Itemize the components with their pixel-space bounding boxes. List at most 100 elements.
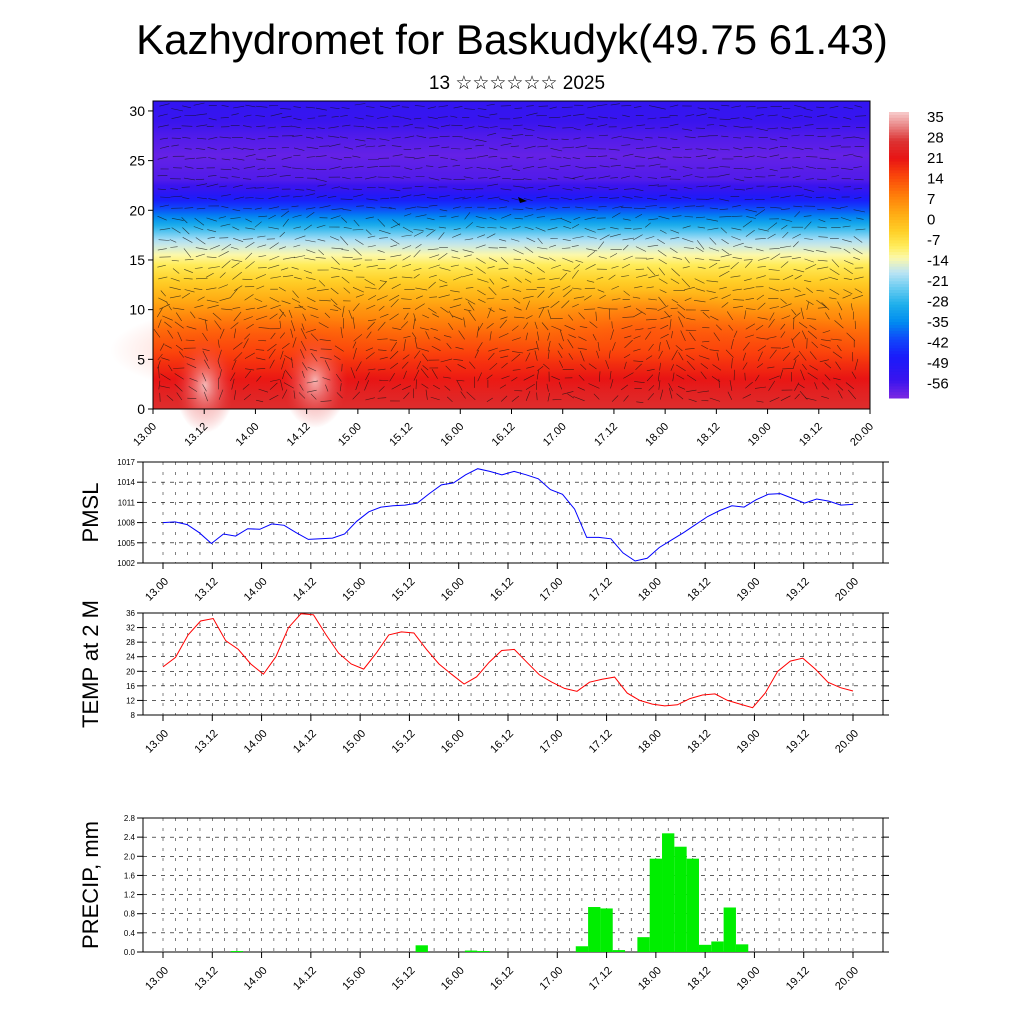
colorbar-swatch bbox=[889, 228, 909, 233]
colorbar-swatch bbox=[889, 260, 909, 265]
precip-x-label: 15.00 bbox=[340, 965, 368, 993]
colorbar-swatch bbox=[889, 287, 909, 291]
precip-x-label: 20.00 bbox=[833, 965, 861, 993]
pmsl-y-label: 1017 bbox=[117, 458, 135, 467]
colorbar-swatch bbox=[889, 301, 909, 306]
colorbar-swatch bbox=[889, 336, 909, 341]
colorbar-swatch bbox=[889, 211, 909, 215]
colorbar-swatch bbox=[889, 298, 909, 303]
temp-2m-x-label: 16.12 bbox=[488, 728, 516, 756]
colorbar-swatch bbox=[889, 190, 909, 195]
colorbar-label: -21 bbox=[927, 273, 949, 290]
colorbar-swatch bbox=[889, 199, 909, 203]
temp-2m-y-label: 16 bbox=[126, 682, 135, 691]
colorbar-swatch bbox=[889, 123, 909, 128]
temp-2m-x-label: 15.00 bbox=[340, 728, 368, 756]
colorbar-swatch bbox=[889, 284, 909, 288]
precip-x-label: 13.12 bbox=[192, 965, 220, 993]
precip-bar bbox=[662, 833, 675, 952]
precip-x-label: 19.00 bbox=[735, 965, 763, 993]
wind-vectors bbox=[153, 102, 867, 403]
precip-y-label: 0.4 bbox=[124, 929, 136, 938]
precip-bar bbox=[600, 908, 613, 952]
temp-2m-x-label: 18.12 bbox=[685, 728, 713, 756]
cross-section-x-label: 17.12 bbox=[592, 421, 620, 449]
colorbar-swatch bbox=[889, 330, 909, 335]
pmsl-x-label: 15.12 bbox=[390, 576, 418, 604]
colorbar-swatch bbox=[889, 362, 909, 367]
temp-2m-y-label: 20 bbox=[126, 667, 135, 676]
precip-y-label: 2.0 bbox=[124, 852, 136, 861]
cross-section-x-label: 15.00 bbox=[336, 421, 364, 449]
precip-x-label: 17.12 bbox=[587, 965, 615, 993]
precip-x-label: 18.12 bbox=[685, 965, 713, 993]
precip-y-label: 1.6 bbox=[124, 871, 136, 880]
cross-section-x-label: 15.12 bbox=[387, 421, 415, 449]
colorbar-swatch bbox=[889, 307, 909, 311]
colorbar-swatch bbox=[889, 187, 909, 192]
pmsl-y-label: 1011 bbox=[118, 498, 136, 507]
colorbar-swatch bbox=[889, 266, 909, 271]
cross-section-y-label: 25 bbox=[129, 153, 145, 169]
cross-section-x-label: 17.00 bbox=[541, 421, 569, 449]
temp-2m-y-label: 12 bbox=[126, 696, 135, 705]
cross-section-y-label: 15 bbox=[129, 252, 145, 268]
pmsl-x-label: 15.00 bbox=[340, 576, 368, 604]
colorbar-swatch bbox=[889, 360, 909, 364]
colorbar-swatch bbox=[889, 176, 909, 180]
pmsl-x-label: 16.00 bbox=[439, 576, 467, 604]
colorbar-swatch bbox=[889, 392, 909, 396]
colorbar-swatch bbox=[889, 158, 909, 163]
colorbar-swatch bbox=[889, 184, 909, 189]
colorbar-swatch bbox=[889, 255, 909, 259]
colorbar-label: -56 bbox=[927, 376, 949, 393]
precip-bar bbox=[698, 944, 712, 952]
precip-y-label: 1.2 bbox=[124, 891, 136, 900]
precip-bar bbox=[649, 858, 663, 952]
colorbar-swatch bbox=[889, 325, 909, 329]
cross-section-x-label: 19.00 bbox=[746, 421, 774, 449]
cross-section-x-label: 14.00 bbox=[234, 421, 262, 449]
colorbar-swatch bbox=[889, 290, 909, 294]
pmsl-x-label: 18.12 bbox=[685, 576, 713, 604]
precip-x-label: 18.00 bbox=[636, 965, 664, 993]
colorbar-swatch bbox=[889, 126, 909, 131]
cross-section-x-label: 13.00 bbox=[131, 421, 159, 449]
precip-bar bbox=[735, 944, 749, 952]
colorbar-label: -14 bbox=[927, 253, 949, 270]
pmsl-x-label: 14.00 bbox=[242, 576, 270, 604]
warm-anomaly bbox=[360, 330, 580, 400]
colorbar-swatch bbox=[889, 231, 909, 236]
colorbar-swatch bbox=[889, 179, 909, 183]
warm-anomaly bbox=[540, 290, 760, 370]
precip-x-label: 14.12 bbox=[291, 965, 319, 993]
colorbar-swatch bbox=[889, 120, 909, 125]
temp-2m-x-label: 16.00 bbox=[439, 728, 467, 756]
colorbar-swatch bbox=[889, 272, 909, 276]
temp-2m-y-axis-title: TEMP at 2 M bbox=[78, 600, 103, 728]
colorbar-swatch bbox=[889, 348, 909, 352]
precip-x-label: 16.12 bbox=[488, 965, 516, 993]
cross-section-x-label: 16.00 bbox=[438, 421, 466, 449]
pmsl-series-line bbox=[162, 468, 854, 562]
pmsl-chart: 1002 1005 1008 1011 1014 1017 13.00 13.12 14.00 1… bbox=[78, 458, 889, 604]
precip-bar bbox=[230, 951, 244, 952]
precip-bar bbox=[415, 945, 428, 952]
pmsl-frame bbox=[142, 461, 884, 564]
colorbar-swatch bbox=[889, 135, 909, 139]
precip-x-label: 16.00 bbox=[439, 965, 467, 993]
pmsl-x-label: 20.00 bbox=[833, 576, 861, 604]
cross-section-x-label: 18.12 bbox=[695, 421, 723, 449]
precip-bar bbox=[674, 846, 687, 952]
precip-y-label: 2.8 bbox=[124, 814, 136, 823]
colorbar-swatch bbox=[889, 295, 909, 300]
colorbar-label: -28 bbox=[927, 294, 949, 311]
precip-bar bbox=[575, 946, 589, 952]
colorbar-swatch bbox=[889, 246, 909, 250]
temp-2m-y-label: 36 bbox=[126, 609, 135, 618]
temp-2m-chart: 8 12 16 20 24 28 32 36 13.00 13.12 14.00 14.12 15.00… bbox=[78, 600, 889, 756]
colorbar-swatch bbox=[889, 319, 909, 323]
temp-2m-y-label: 28 bbox=[126, 638, 135, 647]
